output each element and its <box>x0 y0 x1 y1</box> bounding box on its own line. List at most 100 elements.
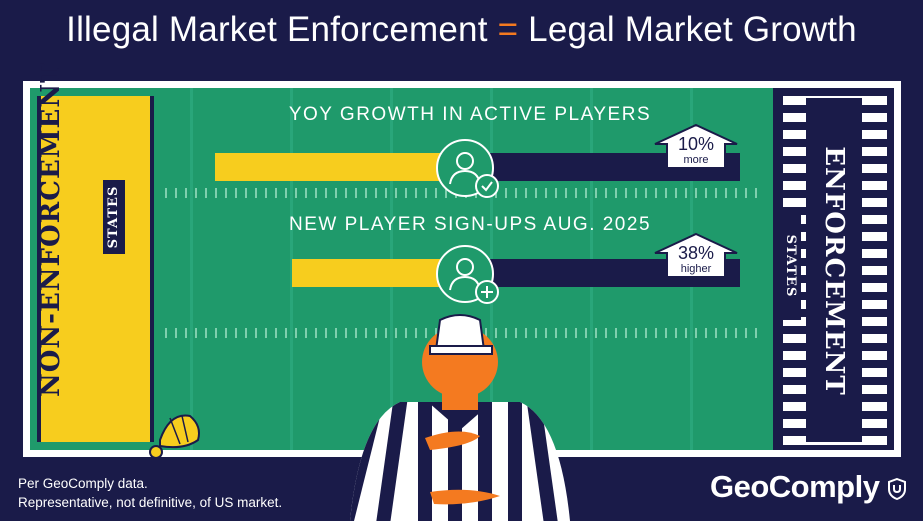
hash-mark <box>695 328 697 338</box>
stat-heading-active-players: YOY GROWTH IN ACTIVE PLAYERS <box>288 104 652 125</box>
badge-value: 38% <box>677 243 715 263</box>
badge-label: higher <box>680 263 712 275</box>
title-equals: = <box>497 10 519 49</box>
right-endzone-label-bg <box>806 98 862 442</box>
hash-mark <box>675 328 677 338</box>
hash-mark <box>685 188 687 198</box>
hash-mark <box>645 328 647 338</box>
hash-mark <box>185 328 187 338</box>
hash-mark <box>505 328 507 338</box>
hash-mark <box>355 188 357 198</box>
yard-line <box>190 88 193 450</box>
footnote: Per GeoComply data. Representative, not … <box>18 474 282 512</box>
hash-mark <box>265 328 267 338</box>
hash-mark <box>425 328 427 338</box>
hash-mark <box>165 188 167 198</box>
hash-mark <box>395 328 397 338</box>
brand-logo: GeoComply <box>710 469 906 505</box>
hash-mark <box>385 328 387 338</box>
right-endzone-sublabel: STATES <box>783 234 798 298</box>
hash-mark <box>735 188 737 198</box>
hash-mark <box>235 188 237 198</box>
hash-mark <box>335 328 337 338</box>
badge-label: more <box>683 154 709 166</box>
hash-mark <box>315 328 317 338</box>
hash-mark <box>755 328 757 338</box>
hash-mark <box>375 188 377 198</box>
hash-mark <box>495 328 497 338</box>
hash-mark <box>305 328 307 338</box>
hash-mark <box>695 188 697 198</box>
hash-mark <box>395 188 397 198</box>
hash-mark <box>345 188 347 198</box>
hash-mark <box>655 328 657 338</box>
footnote-line2: Representative, not definitive, of US ma… <box>18 495 283 510</box>
hash-mark <box>545 328 547 338</box>
hash-mark <box>725 328 727 338</box>
hash-mark <box>535 328 537 338</box>
hash-mark <box>515 328 517 338</box>
hash-mark <box>645 188 647 198</box>
hash-mark <box>735 328 737 338</box>
hash-mark <box>595 328 597 338</box>
stat-heading-signups: NEW PLAYER SIGN-UPS AUG. 2025 <box>288 214 652 235</box>
hash-mark <box>285 188 287 198</box>
left-endzone-sublabel: STATES <box>103 180 125 254</box>
hash-mark <box>635 328 637 338</box>
hash-mark <box>625 328 627 338</box>
hash-mark <box>575 188 577 198</box>
badge-value: 10% <box>677 134 715 154</box>
hash-mark <box>175 328 177 338</box>
hash-mark <box>605 188 607 198</box>
hash-mark <box>255 328 257 338</box>
left-endzone-fill: NON-ENFORCEMENT STATES <box>36 63 150 442</box>
hash-mark <box>575 328 577 338</box>
hash-mark <box>245 188 247 198</box>
badge-signups: 38% higher <box>653 232 739 278</box>
hash-mark <box>655 188 657 198</box>
hash-mark <box>225 188 227 198</box>
hash-mark <box>615 188 617 198</box>
hash-mark <box>245 328 247 338</box>
hash-mark <box>275 328 277 338</box>
user-plus-icon <box>436 245 499 304</box>
hash-mark <box>205 188 207 198</box>
hash-mark <box>295 328 297 338</box>
referee-illustration <box>350 314 570 521</box>
bar-non-enforcement <box>215 153 455 181</box>
hash-mark <box>625 188 627 198</box>
hash-mark <box>215 188 217 198</box>
shield-icon <box>887 477 906 501</box>
hash-mark <box>555 328 557 338</box>
right-endzone-sublabel-bg <box>779 208 801 320</box>
hash-mark <box>365 188 367 198</box>
hash-mark <box>385 188 387 198</box>
title-left: Illegal Market Enforcement <box>66 10 488 49</box>
hash-mark <box>565 328 567 338</box>
hash-mark <box>375 328 377 338</box>
hash-mark <box>415 188 417 198</box>
hash-mark <box>275 188 277 198</box>
hash-mark <box>485 328 487 338</box>
user-check-icon <box>436 139 499 198</box>
hash-mark <box>525 328 527 338</box>
hash-mark <box>615 328 617 338</box>
hash-mark <box>585 328 587 338</box>
hash-mark <box>265 188 267 198</box>
hash-mark <box>185 188 187 198</box>
hash-mark <box>525 188 527 198</box>
hash-mark <box>705 328 707 338</box>
yard-line <box>290 88 293 450</box>
hash-mark <box>715 188 717 198</box>
hash-mark <box>325 188 327 198</box>
hash-mark <box>365 328 367 338</box>
hash-mark <box>195 328 197 338</box>
hash-mark <box>415 328 417 338</box>
hash-mark <box>435 328 437 338</box>
badge-active-players: 10% more <box>653 123 739 169</box>
hash-mark <box>715 328 717 338</box>
hash-mark <box>445 188 447 198</box>
hash-mark <box>235 328 237 338</box>
hash-mark <box>325 328 327 338</box>
title-right: Legal Market Growth <box>528 10 857 49</box>
